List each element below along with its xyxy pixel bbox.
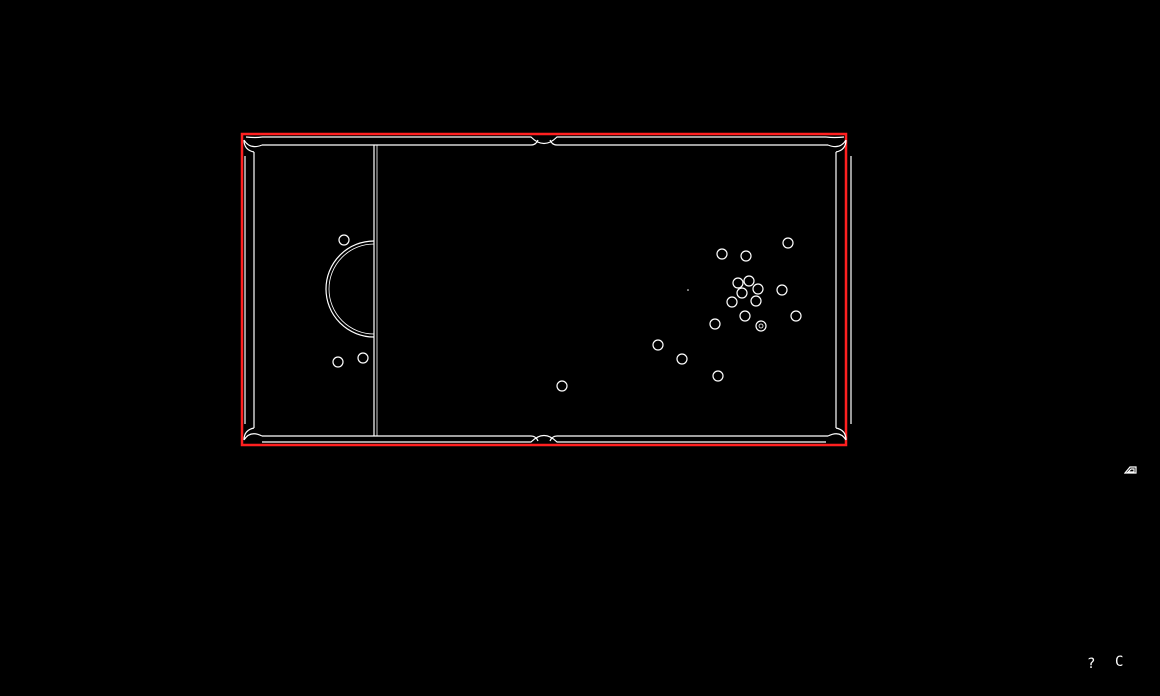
ball xyxy=(332,356,344,368)
ball xyxy=(726,296,738,308)
ball xyxy=(750,295,762,307)
baulk-d-arc-inner xyxy=(328,243,375,335)
question-mark-icon: ? xyxy=(1087,656,1096,672)
pocket-top-right xyxy=(825,136,847,153)
ball xyxy=(790,310,802,322)
ball xyxy=(776,284,788,296)
ball xyxy=(652,339,664,351)
cue-tip-icon[interactable] xyxy=(1123,460,1138,474)
balls[interactable] xyxy=(332,234,802,392)
ball xyxy=(712,370,724,382)
ball xyxy=(716,248,728,260)
table-cushion-inner xyxy=(253,139,837,442)
restart-icon: C xyxy=(1115,654,1124,670)
table-cushion-outer xyxy=(244,136,852,443)
ball xyxy=(338,234,350,246)
table-selection-frame xyxy=(240,132,848,447)
baulk-d-arc xyxy=(325,240,375,338)
ball xyxy=(732,277,744,289)
ball xyxy=(752,283,764,295)
restart-button[interactable]: C xyxy=(1115,655,1123,669)
ball xyxy=(357,352,369,364)
pocket-bottom-right xyxy=(827,427,847,441)
pocket-top-left xyxy=(243,136,263,153)
help-button[interactable]: ? xyxy=(1087,657,1095,671)
ball xyxy=(709,318,721,330)
ball xyxy=(676,353,688,365)
ball xyxy=(736,287,748,299)
ball xyxy=(782,237,794,249)
ball xyxy=(740,250,752,262)
ball xyxy=(739,310,751,322)
ball xyxy=(743,275,755,287)
ball-number-mark xyxy=(758,323,764,329)
center-spot xyxy=(687,289,689,291)
cue-ball xyxy=(556,380,568,392)
ball xyxy=(755,320,767,332)
pocket-bottom-left xyxy=(243,427,263,441)
